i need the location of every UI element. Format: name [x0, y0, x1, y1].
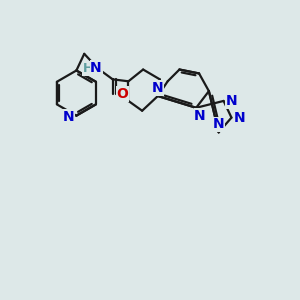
Text: N: N — [90, 61, 102, 75]
Text: N: N — [63, 110, 74, 124]
Text: N: N — [194, 109, 206, 123]
Text: N: N — [226, 94, 237, 108]
Text: H: H — [83, 62, 93, 75]
Text: O: O — [117, 87, 128, 101]
Text: N: N — [233, 111, 245, 124]
Text: N: N — [152, 81, 164, 95]
Text: N: N — [213, 118, 224, 131]
